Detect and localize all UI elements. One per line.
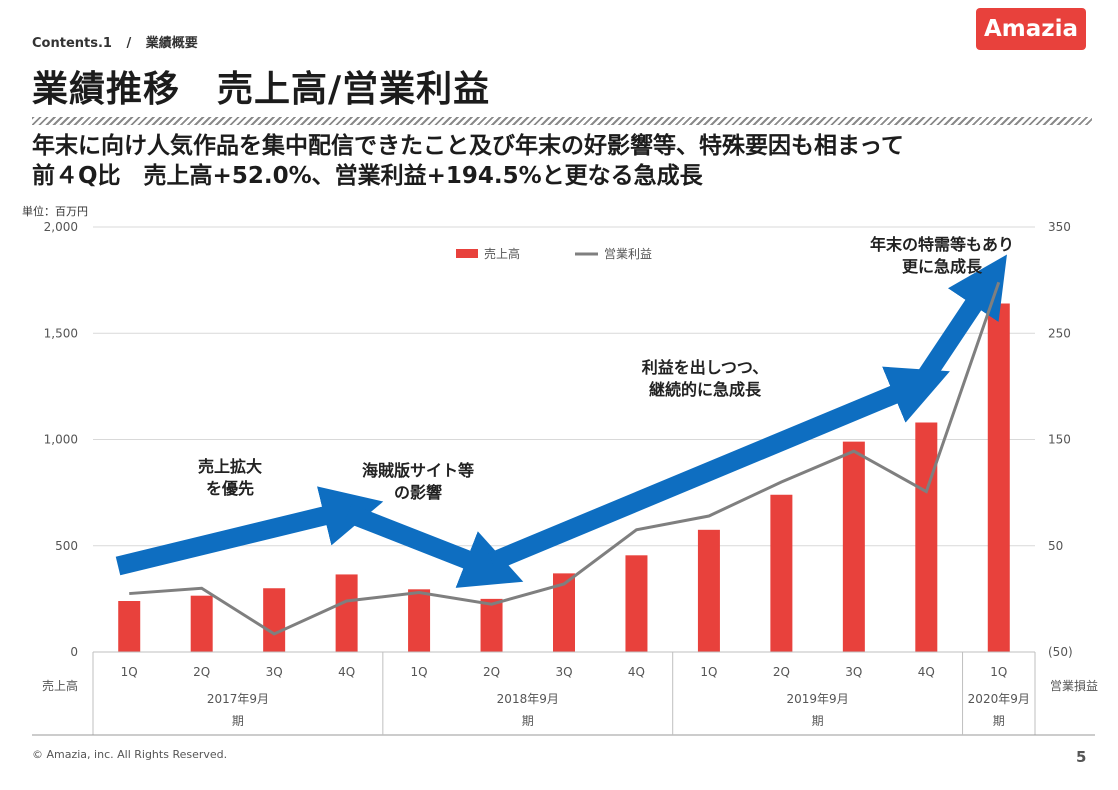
legend-revenue-swatch	[456, 249, 478, 258]
revenue-bar	[190, 595, 213, 652]
group-label: 2018年9月	[497, 692, 559, 706]
revenue-bar	[553, 573, 575, 652]
amazia-logo: Amazia	[976, 8, 1086, 50]
left-tick-label: 1,000	[44, 433, 78, 447]
revenue-bar	[770, 494, 793, 652]
right-tick-label: 50	[1048, 539, 1063, 553]
group-label: 期	[522, 714, 534, 728]
revenue-bar	[625, 555, 648, 652]
x-tick-label: 3Q	[555, 665, 572, 679]
x-tick-label: 3Q	[266, 665, 283, 679]
breadcrumb: Contents.1 / 業績概要	[32, 32, 208, 51]
x-tick-label: 1Q	[990, 665, 1007, 679]
headline-line-1: 年末に向け人気作品を集中配信できたこと及び年末の好影響等、特殊要因も相まって	[32, 133, 904, 159]
revenue-bar	[915, 422, 938, 652]
x-tick-label: 4Q	[338, 665, 355, 679]
x-tick-label: 2Q	[773, 665, 790, 679]
group-label: 2017年9月	[207, 692, 269, 706]
revenue-bar	[335, 574, 358, 652]
group-label: 2019年9月	[787, 692, 849, 706]
page-title: 業績推移 売上高/営業利益	[32, 69, 491, 110]
annotation-text: 更に急成長	[902, 257, 983, 276]
left-tick-label: 2,000	[44, 220, 78, 234]
page-number: 5	[1076, 748, 1087, 766]
group-label: 期	[232, 714, 244, 728]
x-tick-label: 1Q	[700, 665, 717, 679]
operating-profit-line	[129, 281, 1001, 636]
x-tick-label: 4Q	[628, 665, 645, 679]
revenue-bar	[697, 529, 720, 652]
annotation-text: の影響	[394, 483, 442, 502]
trend-arrow	[488, 366, 950, 571]
legend-revenue-label: 売上高	[484, 246, 520, 261]
x-tick-label: 3Q	[845, 665, 862, 679]
group-label: 2020年9月	[968, 692, 1030, 706]
revenue-bar	[408, 589, 431, 652]
breadcrumb-separator: /	[126, 36, 132, 51]
revenue-bar	[987, 303, 1010, 652]
x-tick-label: 2Q	[483, 665, 500, 679]
group-label: 期	[993, 714, 1005, 728]
group-label: 期	[812, 714, 824, 728]
breadcrumb-section: Contents.1	[32, 36, 112, 51]
right-tick-label: 150	[1048, 433, 1071, 447]
revenue-bar	[480, 598, 503, 652]
hatched-divider	[32, 117, 1092, 125]
unit-label: 単位：百万円	[22, 205, 88, 218]
revenue-bar	[118, 601, 141, 652]
trend-arrow	[115, 486, 384, 576]
trend-arrow	[344, 504, 524, 588]
copyright: © Amazia, inc. All Rights Reserved.	[32, 748, 228, 761]
annotation-text: 継続的に急成長	[649, 380, 762, 399]
annotation-text: を優先	[206, 479, 254, 498]
right-tick-label: (50)	[1048, 645, 1073, 659]
right-tick-label: 350	[1048, 220, 1071, 234]
legend-profit-label: 営業利益	[604, 247, 652, 261]
annotation-text: 年末の特需等もあり	[870, 235, 1014, 254]
revenue-bar	[842, 441, 865, 652]
left-tick-label: 1,500	[44, 326, 78, 340]
breadcrumb-page: 業績概要	[145, 36, 198, 51]
x-tick-label: 1Q	[411, 665, 428, 679]
x-tick-label: 1Q	[121, 665, 138, 679]
left-tick-label: 0	[70, 645, 78, 659]
headline-line-2: 前４Q比 売上高+52.0%、営業利益+194.5%と更なる急成長	[32, 163, 703, 189]
x-tick-label: 2Q	[193, 665, 210, 679]
left-tick-label: 500	[55, 539, 78, 553]
annotation-text: 海賊版サイト等	[362, 461, 474, 480]
annotation-text: 売上拡大	[198, 457, 262, 476]
trend-arrow	[910, 254, 1007, 394]
x-tick-label: 4Q	[918, 665, 935, 679]
right-tick-label: 250	[1048, 326, 1071, 340]
right-axis-label: 営業損益	[1050, 678, 1098, 693]
left-axis-label: 売上高	[42, 678, 78, 693]
headline: 年末に向け人気作品を集中配信できたこと及び年末の好影響等、特殊要因も相まって 前…	[32, 131, 904, 191]
revenue-bar	[263, 588, 286, 652]
annotation-text: 利益を出しつつ、	[642, 358, 768, 377]
